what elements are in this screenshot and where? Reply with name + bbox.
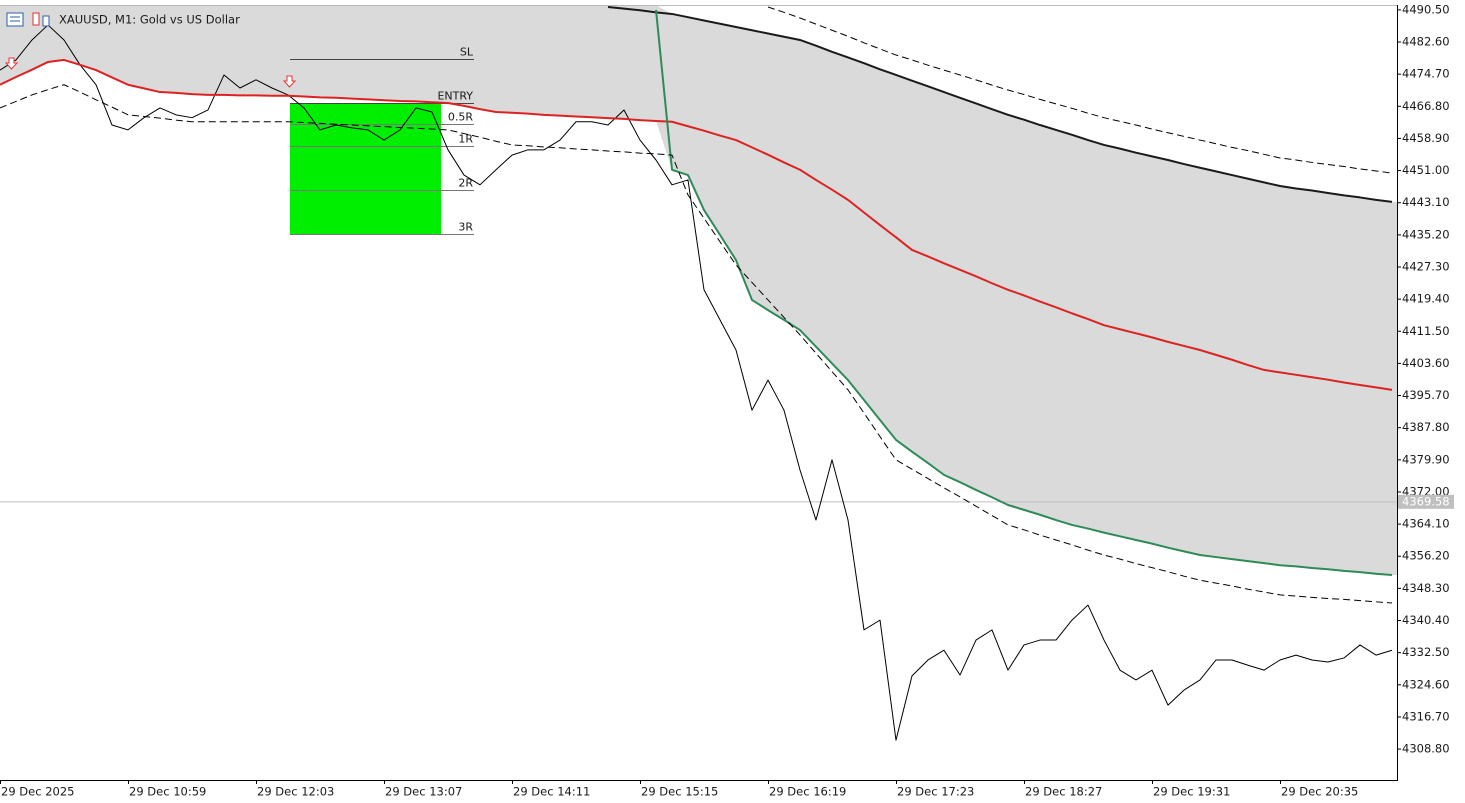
y-tick-label: 4332.50 <box>1402 645 1450 659</box>
level-label: 3R <box>458 221 473 234</box>
y-tick-label: 4395.70 <box>1402 388 1450 402</box>
plot-area: SL ENTRY 0.5R 1R 2R 3R <box>0 5 1397 741</box>
y-tick-label: 4411.50 <box>1402 324 1450 338</box>
last-price-label: 4369.58 <box>1402 494 1450 508</box>
y-tick-label: 4490.50 <box>1402 2 1450 16</box>
y-tick-label: 4348.30 <box>1402 581 1450 595</box>
x-tick-label: 29 Dec 13:07 <box>385 785 462 799</box>
price-line <box>0 24 1393 741</box>
y-tick-label: 4387.80 <box>1402 420 1450 434</box>
indicator-line <box>767 6 1393 174</box>
y-tick-label: 4379.90 <box>1402 452 1450 466</box>
indicator-line <box>0 84 1393 604</box>
band <box>0 5 1397 575</box>
y-tick-label: 4466.80 <box>1402 99 1450 113</box>
x-tick-label: 29 Dec 15:15 <box>641 785 718 799</box>
last-price-tag <box>1398 494 1454 509</box>
level-label: 0.5R <box>448 111 473 124</box>
level-label: 1R <box>458 133 473 146</box>
y-tick-label: 4474.70 <box>1402 67 1450 81</box>
icon <box>42 15 50 27</box>
x-tick-label: 29 Dec 19:31 <box>1153 785 1230 799</box>
indicator-line <box>655 9 1393 576</box>
y-tick-label: 4356.20 <box>1402 549 1450 563</box>
y-tick-label: 4435.20 <box>1402 227 1450 241</box>
level-label: 2R <box>458 177 473 190</box>
indicator-line <box>607 6 1393 203</box>
x-tick-label: 29 Dec 14:11 <box>513 785 590 799</box>
x-tick-label: 29 Dec 16:19 <box>769 785 846 799</box>
y-tick-label: 4443.10 <box>1402 195 1450 209</box>
y-tick-label: 4364.10 <box>1402 517 1450 531</box>
arrow <box>282 75 297 88</box>
y-tick-label: 4458.90 <box>1402 131 1450 145</box>
y-tick-label: 4427.30 <box>1402 259 1450 273</box>
icon <box>6 12 24 27</box>
y-tick-label: 4403.60 <box>1402 356 1450 370</box>
y-tick-label: 4340.40 <box>1402 613 1450 627</box>
y-tick-label: 4316.70 <box>1402 709 1450 723</box>
chart-title: XAUUSD, M1: Gold vs US Dollar <box>59 13 240 27</box>
x-tick-label: 29 Dec 10:59 <box>129 785 206 799</box>
y-tick-label: 4419.40 <box>1402 292 1450 306</box>
level-label: ENTRY <box>437 90 473 103</box>
icon <box>32 12 40 26</box>
signal-arrows <box>4 57 297 88</box>
x-tick-label: 29 Dec 12:03 <box>257 785 334 799</box>
x-tick-label: 29 Dec 17:23 <box>897 785 974 799</box>
x-tick-label: 29 Dec 20:35 <box>1281 785 1358 799</box>
x-tick-label: 29 Dec 2025 <box>1 785 74 799</box>
y-tick-label: 4482.60 <box>1402 35 1450 49</box>
indicator-line <box>0 58 1393 391</box>
y-tick-label: 4451.00 <box>1402 163 1450 177</box>
x-tick-label: 29 Dec 18:27 <box>1025 785 1102 799</box>
y-tick-label: 4324.60 <box>1402 677 1450 691</box>
level-label: SL <box>460 46 474 59</box>
y-tick-label: 4308.80 <box>1402 742 1450 756</box>
symbol-icons <box>6 12 50 27</box>
arrow <box>4 57 19 70</box>
